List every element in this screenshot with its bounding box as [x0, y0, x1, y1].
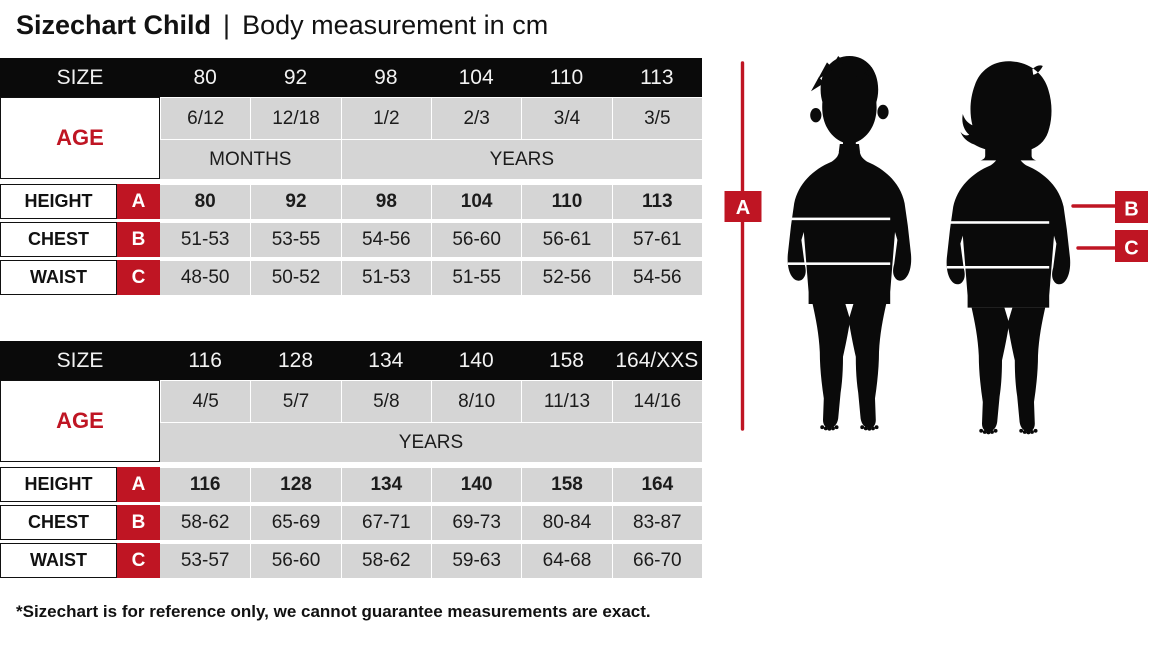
svg-text:B: B: [1124, 199, 1138, 221]
svg-text:C: C: [1124, 238, 1138, 260]
svg-text:A: A: [736, 197, 750, 219]
